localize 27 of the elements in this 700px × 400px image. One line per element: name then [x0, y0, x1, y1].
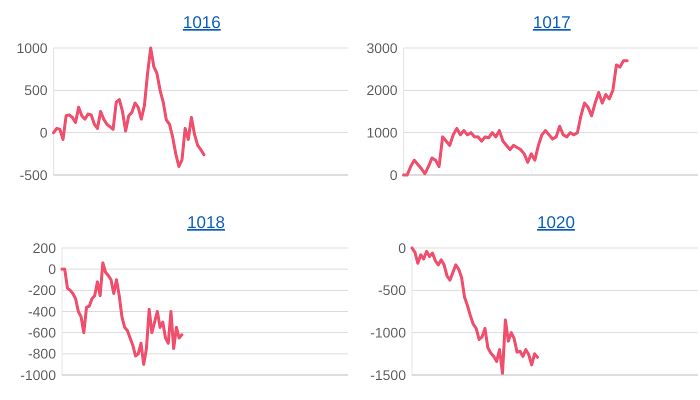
y-tick-label: 1000: [366, 124, 398, 141]
y-tick-label: 0: [398, 240, 406, 256]
y-tick-label: -800: [28, 346, 56, 362]
chart-title: 1020: [537, 213, 575, 232]
y-tick-label: 2000: [366, 82, 398, 98]
y-tick-label: 3000: [366, 40, 398, 56]
y-tick-label: 1000: [16, 40, 48, 56]
line-series: [410, 246, 539, 375]
y-tick-label: 200: [32, 240, 56, 256]
y-tick-label: -500: [378, 282, 406, 298]
y-tick-label: -400: [28, 303, 56, 320]
line-series: [402, 59, 629, 176]
y-tick-label: -500: [20, 166, 48, 183]
y-tick-label: -1000: [20, 366, 56, 383]
y-tick-label: -1000: [370, 324, 406, 341]
y-tick-label: 0: [40, 124, 48, 141]
line-series: [60, 261, 184, 366]
chart-title: 1018: [187, 213, 225, 232]
y-tick-label: 500: [24, 82, 48, 98]
y-tick-label: -600: [28, 324, 56, 341]
y-tick-label: 0: [390, 166, 398, 183]
chart-title: 1017: [532, 13, 571, 32]
chart-title: 1016: [182, 13, 221, 32]
y-tick-label: -1500: [370, 366, 406, 383]
line-series: [52, 46, 206, 168]
y-tick-label: -200: [28, 282, 56, 298]
y-tick-label: 0: [48, 261, 56, 278]
